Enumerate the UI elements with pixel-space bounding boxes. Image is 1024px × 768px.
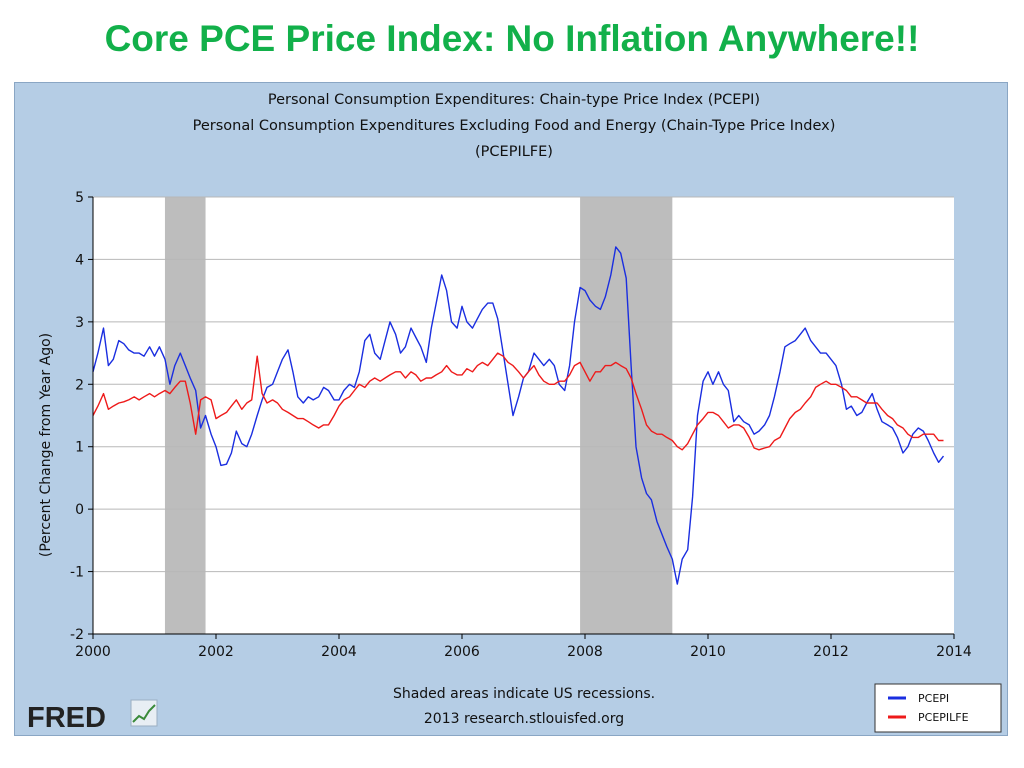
legend-label-pcepilfe: PCEPILFE (918, 711, 969, 724)
x-tick-label-2002: 2002 (198, 644, 234, 660)
y-tick-label--2: -2 (70, 627, 84, 643)
legend-label-pcepi: PCEPI (918, 692, 949, 705)
x-tick-label-2004: 2004 (321, 644, 357, 660)
x-tick-label-2000: 2000 (75, 644, 111, 660)
y-tick-label-1: 1 (75, 440, 84, 456)
series-line-pcepi (92, 246, 945, 585)
slide-title: Core PCE Price Index: No Inflation Anywh… (104, 18, 920, 59)
chart-title-line-1: Personal Consumption Expenditures: Chain… (268, 92, 760, 108)
y-tick-label-0: 0 (75, 502, 84, 518)
recession-band-2 (580, 197, 673, 634)
legend-box (874, 683, 1002, 733)
y-tick-label-5: 5 (75, 190, 84, 206)
plot-area (93, 197, 954, 634)
x-tick-label-2010: 2010 (690, 644, 726, 660)
chart-title-line-3: (PCEPILFE) (475, 144, 553, 160)
chart-title-line-2: Personal Consumption Expenditures Exclud… (193, 118, 836, 134)
series-line-pcepilfe (92, 352, 944, 451)
x-tick-label-2006: 2006 (444, 644, 480, 660)
footnote-source: 2013 research.stlouisfed.org (424, 711, 624, 727)
footnote-recessions: Shaded areas indicate US recessions. (393, 686, 655, 702)
y-tick-label-3: 3 (75, 315, 84, 331)
fred-logo: FRED (27, 699, 158, 734)
legend: PCEPI PCEPILFE (874, 683, 1002, 733)
y-axis-label: (Percent Change from Year Ago) (38, 333, 54, 557)
fred-logo-graph-icon (130, 699, 158, 727)
x-tick-label-2012: 2012 (813, 644, 849, 660)
fred-logo-text: FRED (27, 702, 106, 734)
x-tick-label-2008: 2008 (567, 644, 603, 660)
y-tick-label-2: 2 (75, 377, 84, 393)
fred-logo-trend-icon (132, 704, 156, 723)
x-tick-label-2014: 2014 (936, 644, 972, 660)
y-tick-label-4: 4 (75, 252, 84, 268)
y-tick-label--1: -1 (70, 565, 84, 581)
